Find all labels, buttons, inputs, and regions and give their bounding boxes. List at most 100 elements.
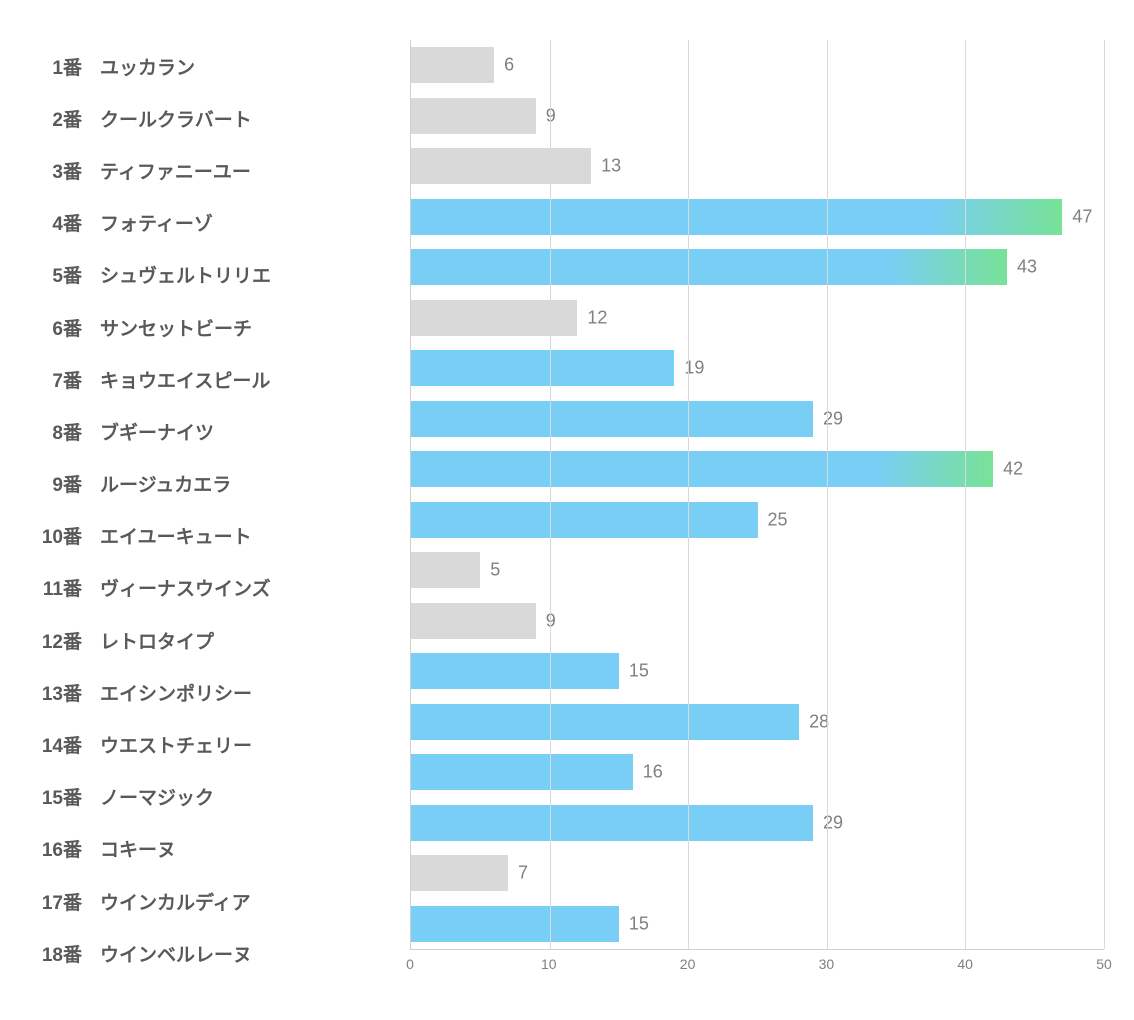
bar: 43	[411, 249, 1007, 285]
entry-number: 8番	[30, 418, 100, 445]
entry-label-row: 18番ウインベルレーヌ	[30, 927, 390, 979]
entry-name: ルージュカエラ	[100, 470, 231, 497]
bar-value: 15	[629, 661, 649, 682]
bar-value: 7	[518, 863, 528, 884]
bar: 9	[411, 603, 536, 639]
bar-wrap: 15	[411, 646, 1104, 697]
bar: 19	[411, 350, 674, 386]
entry-label-row: 1番ユッカラン	[30, 40, 390, 92]
bar: 6	[411, 47, 494, 83]
entry-name: ヴィーナスウインズ	[100, 574, 271, 601]
entry-name: ノーマジック	[100, 783, 214, 810]
bar-row: 15	[411, 646, 1104, 697]
entry-label-row: 5番シュヴェルトリリエ	[30, 249, 390, 301]
x-tick: 0	[406, 956, 414, 972]
entry-number: 15番	[30, 783, 100, 810]
bar: 9	[411, 98, 536, 134]
bar-wrap: 28	[411, 697, 1104, 748]
gridline	[688, 40, 689, 949]
bar-wrap: 29	[411, 798, 1104, 849]
bar-row: 15	[411, 899, 1104, 950]
entry-label-row: 17番ウインカルディア	[30, 875, 390, 927]
entry-name: エイユーキュート	[100, 522, 252, 549]
bar-value: 9	[546, 610, 556, 631]
gridline	[1104, 40, 1105, 949]
entry-number: 17番	[30, 888, 100, 915]
bar: 5	[411, 552, 480, 588]
bar-row: 47	[411, 192, 1104, 243]
entry-label-row: 10番エイユーキュート	[30, 510, 390, 562]
entry-number: 4番	[30, 209, 100, 236]
bar-value: 9	[546, 105, 556, 126]
bar-wrap: 43	[411, 242, 1104, 293]
entry-number: 6番	[30, 314, 100, 341]
entry-label-row: 9番ルージュカエラ	[30, 458, 390, 510]
bar: 15	[411, 906, 619, 942]
entry-number: 2番	[30, 105, 100, 132]
bar-value: 15	[629, 913, 649, 934]
rows-layer: 6 9 13 47 43 12 19 29 42 25 5 9 15 28 16 29 7 15	[411, 40, 1104, 949]
bar: 16	[411, 754, 633, 790]
gridline	[550, 40, 551, 949]
bar: 15	[411, 653, 619, 689]
entry-label-row: 11番ヴィーナスウインズ	[30, 562, 390, 614]
bar-wrap: 6	[411, 40, 1104, 91]
bar-wrap: 9	[411, 91, 1104, 142]
bar-row: 9	[411, 596, 1104, 647]
entry-number: 9番	[30, 470, 100, 497]
entry-number: 5番	[30, 261, 100, 288]
entry-name: クールクラバート	[100, 105, 252, 132]
bar-row: 16	[411, 747, 1104, 798]
bar-wrap: 13	[411, 141, 1104, 192]
entry-label-row: 2番クールクラバート	[30, 92, 390, 144]
bar-row: 5	[411, 545, 1104, 596]
bar-row: 28	[411, 697, 1104, 748]
entry-label-row: 8番ブギーナイツ	[30, 405, 390, 457]
bar-value: 13	[601, 156, 621, 177]
bar-wrap: 19	[411, 343, 1104, 394]
entry-name: ウインベルレーヌ	[100, 940, 252, 967]
bar-value: 25	[768, 509, 788, 530]
bar-row: 25	[411, 495, 1104, 546]
entry-label-row: 13番エイシンポリシー	[30, 666, 390, 718]
bar: 13	[411, 148, 591, 184]
entry-label-row: 3番ティファニーユー	[30, 144, 390, 196]
entry-number: 7番	[30, 366, 100, 393]
x-tick: 40	[957, 956, 973, 972]
bar-row: 7	[411, 848, 1104, 899]
bar-row: 9	[411, 91, 1104, 142]
horse-chart: 1番ユッカラン2番クールクラバート3番ティファニーユー4番フォティーゾ5番シュヴ…	[0, 0, 1134, 1020]
bar: 42	[411, 451, 993, 487]
entry-number: 13番	[30, 679, 100, 706]
bar: 7	[411, 855, 508, 891]
entry-label-row: 6番サンセットビーチ	[30, 301, 390, 353]
bar-row: 29	[411, 394, 1104, 445]
bar-wrap: 12	[411, 293, 1104, 344]
entry-name: ブギーナイツ	[100, 418, 214, 445]
entry-label-row: 14番ウエストチェリー	[30, 718, 390, 770]
entry-number: 18番	[30, 940, 100, 967]
bar-row: 6	[411, 40, 1104, 91]
entry-label-row: 7番キョウエイスピール	[30, 353, 390, 405]
entry-name: ユッカラン	[100, 53, 195, 80]
chart-inner: 1番ユッカラン2番クールクラバート3番ティファニーユー4番フォティーゾ5番シュヴ…	[30, 40, 1104, 980]
bar-value: 42	[1003, 459, 1023, 480]
entry-name: サンセットビーチ	[100, 314, 252, 341]
entry-name: ティファニーユー	[100, 157, 251, 184]
entry-number: 10番	[30, 522, 100, 549]
entry-number: 14番	[30, 731, 100, 758]
bar-value: 5	[490, 560, 500, 581]
x-tick: 50	[1096, 956, 1112, 972]
entry-number: 3番	[30, 157, 100, 184]
bar-row: 13	[411, 141, 1104, 192]
entry-number: 11番	[30, 574, 100, 601]
entry-number: 16番	[30, 835, 100, 862]
entry-number: 1番	[30, 53, 100, 80]
bar-wrap: 29	[411, 394, 1104, 445]
bar: 25	[411, 502, 758, 538]
entry-name: コキーヌ	[100, 835, 176, 862]
x-axis: 01020304050	[410, 950, 1104, 980]
bar-value: 12	[587, 307, 607, 328]
bar: 28	[411, 704, 799, 740]
gridline	[827, 40, 828, 949]
